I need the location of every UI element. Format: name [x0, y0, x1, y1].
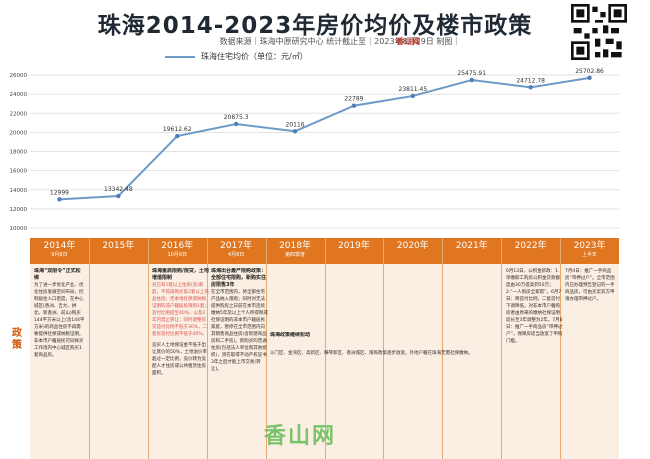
year-header-6: 2020年 [383, 238, 442, 264]
year-label: 2018年 [279, 241, 311, 251]
table-column-divider [88, 238, 90, 459]
source-subtitle: 数据来源｜珠海中原研究中心 统计截止至｜2023年8月29日 制图｜ [219, 37, 461, 46]
year-label: 2017年 [220, 241, 253, 251]
policy-row-label: 政策 [12, 328, 22, 351]
legend-label: 珠海住宅均价（单位：元/㎡） [201, 52, 308, 61]
data-label: 23811.45 [399, 86, 428, 93]
year-header-1: 2015年 [89, 238, 148, 264]
y-tick-label: 12000 [10, 207, 28, 213]
year-header-7: 2021年 [442, 238, 501, 264]
price-line-chart: 10000 12000 14000 16000 18000 20000 22000 24000… [10, 68, 619, 232]
year-header-2: 2016年 10月6日 [148, 238, 207, 264]
year-header-8: 2022年 [501, 238, 560, 264]
table-column-divider [265, 238, 267, 459]
policy-cell-2016: 珠海重启限购/限贷，土地增值限制 对已有1套以上住房(含)家庭，不得再购买第2套… [152, 268, 209, 453]
year-sublabel: 上半年 [582, 252, 598, 258]
year-header-4: 2018年 第四季度 [266, 238, 325, 264]
table-column-divider [560, 238, 562, 459]
data-label: 20875.3 [224, 114, 249, 121]
data-point [175, 133, 180, 139]
table-column-divider [442, 238, 444, 459]
policy-2023-body: 7月4日：推广一手商品房“带押过户”。全市范围内已办理预告登记的一手商品房，可由… [565, 269, 615, 302]
year-label: 2019年 [337, 241, 370, 251]
data-point [351, 103, 357, 108]
policy-2014-body: 为了进一步优化产业、优化住房发展空间布局，控制居住人口密度，在中心城区(香洲、吉… [34, 283, 85, 358]
policy-cell-2014: 珠海“双限令”正式松绑 为了进一步优化产业、优化住房发展空间布局，控制居住人口密… [34, 268, 85, 448]
data-point [587, 75, 592, 81]
year-label: 2014年 [43, 241, 76, 251]
data-label: 25702.86 [575, 68, 604, 75]
data-point [57, 197, 62, 202]
policy-cell-2023: 7月4日：推广一手商品房“带押过户”。全市范围内已办理预告登记的一手商品房，可由… [565, 268, 617, 358]
y-tick-label: 10000 [10, 226, 28, 232]
policy-2016-body2: 竞买人土地保证金不低于出让底价的50%，土地溢价率超过一定比例，竞价转为竞配人才… [152, 343, 208, 376]
year-header-0: 2014年 9月8日 [30, 238, 89, 264]
policy-2017-title: 珠海出台最严限购政策：全部住宅限购，新购实住房限售3年 [211, 268, 267, 288]
year-label: 2022年 [514, 241, 547, 251]
legend-line-swatch [165, 55, 195, 58]
year-header-3: 2017年 4月8日 [207, 238, 266, 264]
data-point [410, 93, 416, 99]
data-point [292, 129, 298, 134]
year-label: 2020年 [396, 241, 429, 251]
page-title: 珠海2014-2023年房价均价及楼市政策 [97, 13, 533, 39]
y-tick-label: 14000 [10, 188, 28, 194]
y-tick-label: 16000 [10, 169, 28, 175]
data-label: 13342.48 [104, 186, 133, 193]
y-tick-label: 20000 [10, 130, 28, 136]
data-label: 12999 [50, 189, 69, 196]
policy-cell-2022: 6月13日，公积金新政：1.单缴职工购房公积金贷款额度由30万提高到50万；2.… [506, 268, 563, 453]
policy-2014-title: 珠海“双限令”正式松绑 [34, 268, 81, 281]
year-sublabel: 10月6日 [167, 252, 188, 258]
data-label: 19612.62 [163, 126, 192, 133]
policy-cell-2018-title: 珠海政策继续松动 [270, 332, 330, 342]
table-column-divider [324, 238, 326, 459]
brand-logo: 香山网 [396, 37, 420, 46]
year-header-5: 2019年 [325, 238, 384, 264]
policy-2018-title: 珠海政策继续松动 [270, 332, 311, 338]
y-tick-label: 24000 [10, 92, 28, 98]
data-point [233, 121, 239, 127]
policy-2017-body: 在全市范围内，将全部住宅产品纳入限购；同时对无法提供购房之日前在本市连续缴纳5年… [211, 290, 268, 372]
table-column-divider [147, 238, 149, 459]
price-series-line [59, 76, 590, 201]
policy-2022-body: 6月13日，公积金新政：1.单缴职工购房公积金贷款额度由30万提高到50万；2.… [506, 269, 563, 344]
chart-legend: 珠海住宅均价（单位：元/㎡） [165, 51, 308, 62]
policy-cell-2018: 斗门区、金湾区、高新区、横琴新区、香洲城区、限购政策逐步放宽，外地户籍在珠海无需… [270, 350, 500, 366]
year-sublabel: 9月8日 [51, 252, 68, 258]
policy-2018-body: 斗门区、金湾区、高新区、横琴新区、香洲城区、限购政策逐步放宽，外地户籍在珠海无需… [270, 351, 473, 356]
policy-2016-body: 对已有1套以上住房(含)家庭，不得再购买第2套以上商品住房；无本地社保或纳税证明… [152, 283, 209, 337]
data-label: 22789 [344, 96, 363, 103]
y-tick-label: 22000 [10, 111, 28, 117]
year-label: 2015年 [102, 241, 135, 251]
data-point [528, 85, 533, 90]
year-sublabel: 4月8日 [227, 252, 245, 258]
table-column-divider [206, 238, 208, 459]
y-tick-label: 26000 [10, 73, 28, 79]
data-label: 20116 [286, 121, 305, 128]
watermark-logo: 香山网 [264, 424, 337, 449]
year-label: 2021年 [455, 241, 488, 251]
data-point [116, 193, 121, 199]
data-label: 25475.91 [457, 70, 486, 77]
data-label: 24712.78 [516, 77, 545, 84]
year-label: 2023年 [573, 241, 606, 251]
year-label: 2016年 [161, 241, 194, 251]
year-sublabel: 第四季度 [285, 252, 306, 258]
data-point [469, 77, 474, 83]
policy-row-header: 政策 [0, 238, 30, 459]
policy-2016-title: 珠海重启限购/限贷，土地增值限制 [152, 268, 209, 281]
qr-code-icon [571, 4, 627, 60]
year-header-9: 2023年 上半年 [560, 238, 619, 264]
policy-cell-2017: 珠海出台最严限购政策：全部住宅限购，新购实住房限售3年 在全市范围内，将全部住宅… [211, 268, 268, 453]
table-column-divider [383, 238, 385, 459]
table-column-divider [501, 238, 503, 459]
y-tick-label: 18000 [10, 150, 28, 156]
